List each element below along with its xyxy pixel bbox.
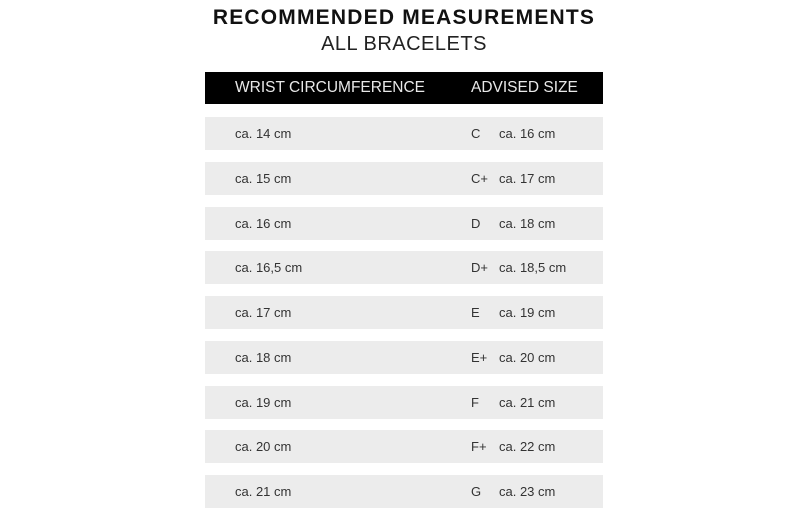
size-cell: E+	[471, 349, 488, 365]
wrist-circumference-cell: ca. 17 cm	[235, 305, 292, 320]
table-row: ca. 15 cm C+ ca. 17 cm	[205, 161, 603, 195]
wrist-circumference-cell: ca. 16,5 cm	[235, 260, 303, 276]
size-cell: C	[471, 126, 481, 141]
size-cell: G	[471, 484, 482, 499]
header-wrist-circumference: WRIST CIRCUMFERENCE	[235, 79, 426, 96]
table-row: ca. 20 cm F+ ca. 22 cm	[205, 430, 603, 464]
length-cell: ca. 21 cm	[499, 394, 556, 410]
size-cell: C+	[471, 170, 488, 186]
page-subtitle: ALL BRACELETS	[321, 33, 487, 55]
wrist-circumference-cell: ca. 21 cm	[235, 484, 292, 499]
wrist-circumference-cell: ca. 16 cm	[235, 215, 292, 231]
wrist-circumference-cell: ca. 18 cm	[235, 349, 292, 365]
table-header: WRIST CIRCUMFERENCE ADVISED SIZE	[205, 72, 603, 104]
size-cell: F	[471, 394, 479, 410]
table-row: ca. 18 cm E+ ca. 20 cm	[205, 340, 603, 374]
length-cell: ca. 17 cm	[499, 170, 556, 186]
length-cell: ca. 23 cm	[499, 484, 556, 499]
length-cell: ca. 20 cm	[499, 349, 556, 365]
wrist-circumference-cell: ca. 19 cm	[235, 394, 292, 410]
length-cell: ca. 19 cm	[499, 305, 556, 320]
size-cell: D	[471, 215, 481, 231]
length-cell: ca. 18 cm	[499, 215, 556, 231]
header-advised-size: ADVISED SIZE	[471, 79, 578, 96]
table-row: ca. 16,5 cm D+ ca. 18,5 cm	[205, 251, 603, 285]
wrist-circumference-cell: ca. 20 cm	[235, 439, 292, 455]
length-cell: ca. 16 cm	[499, 126, 556, 141]
length-cell: ca. 18,5 cm	[499, 260, 567, 276]
length-cell: ca. 22 cm	[499, 439, 556, 455]
page-title: RECOMMENDED MEASUREMENTS	[212, 6, 596, 29]
wrist-circumference-cell: ca. 14 cm	[235, 126, 292, 141]
size-cell: D+	[471, 260, 488, 276]
wrist-circumference-cell: ca. 15 cm	[235, 170, 292, 186]
size-cell: E	[471, 305, 480, 320]
size-cell: F+	[471, 439, 487, 455]
